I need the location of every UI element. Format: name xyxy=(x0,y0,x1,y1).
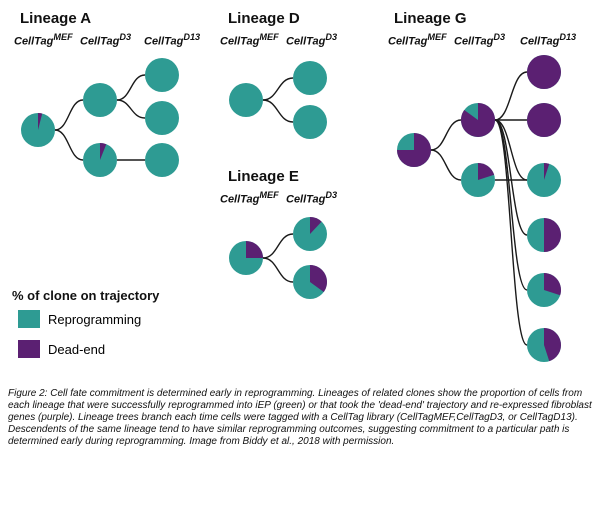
legend-label: Dead-end xyxy=(48,342,105,357)
lineage-node xyxy=(145,58,179,92)
lineage-node xyxy=(527,55,561,89)
lineage-edge xyxy=(431,150,461,180)
lineage-edge xyxy=(495,72,527,120)
column-label: CellTagD3 xyxy=(286,32,337,48)
column-label-text: CellTag xyxy=(286,194,325,206)
column-label-text: CellTag xyxy=(388,36,427,48)
lineage-node xyxy=(229,83,263,117)
lineage-edge xyxy=(117,100,145,118)
lineage-edge xyxy=(263,234,293,258)
lineage-node xyxy=(527,328,561,362)
column-label-sup: D13 xyxy=(183,32,200,42)
lineage-edge xyxy=(495,120,527,180)
figure-canvas: { "colors": { "reprogramming": "#2e9b93"… xyxy=(0,0,600,507)
column-label: CellTagMEF xyxy=(388,32,447,48)
column-label-text: CellTag xyxy=(220,194,259,206)
column-label-sup: MEF xyxy=(259,190,278,200)
column-label: CellTagMEF xyxy=(14,32,73,48)
lineage-node xyxy=(293,217,327,251)
lineage-node xyxy=(21,113,55,147)
column-label-sup: D3 xyxy=(325,32,337,42)
lineage-node xyxy=(461,163,495,197)
column-label: CellTagD3 xyxy=(454,32,505,48)
lineage-edge xyxy=(55,100,83,130)
lineage-node xyxy=(461,103,495,137)
column-label-sup: MEF xyxy=(53,32,72,42)
lineage-title: Lineage G xyxy=(394,10,467,27)
lineage-edge xyxy=(263,258,293,282)
lineage-edge xyxy=(431,120,461,150)
legend-title: % of clone on trajectory xyxy=(12,288,159,303)
legend-swatch xyxy=(18,340,40,358)
lineage-node xyxy=(293,265,327,299)
lineage-node xyxy=(397,133,431,167)
column-label-text: CellTag xyxy=(520,36,559,48)
column-label-sup: MEF xyxy=(259,32,278,42)
column-label-sup: MEF xyxy=(427,32,446,42)
lineage-edge xyxy=(495,120,527,235)
lineage-edge xyxy=(495,120,527,345)
column-label: CellTagMEF xyxy=(220,190,279,206)
column-label: CellTagMEF xyxy=(220,32,279,48)
lineage-node xyxy=(527,218,561,252)
column-label-sup: D3 xyxy=(325,190,337,200)
lineage-edge xyxy=(263,100,293,122)
lineage-edge xyxy=(55,130,83,160)
legend-item: Dead-end xyxy=(18,340,105,358)
column-label: CellTagD3 xyxy=(286,190,337,206)
legend-swatch xyxy=(18,310,40,328)
lineage-node xyxy=(145,101,179,135)
legend-item: Reprogramming xyxy=(18,310,141,328)
column-label-text: CellTag xyxy=(220,36,259,48)
column-label-text: CellTag xyxy=(14,36,53,48)
figure-caption: Figure 2: Cell fate commitment is determ… xyxy=(8,388,592,448)
lineage-node xyxy=(527,163,561,197)
lineage-node xyxy=(229,241,263,275)
column-label: CellTagD13 xyxy=(520,32,576,48)
lineage-node xyxy=(293,61,327,95)
column-label-sup: D13 xyxy=(559,32,576,42)
column-label: CellTagD3 xyxy=(80,32,131,48)
lineage-node xyxy=(293,105,327,139)
column-label: CellTagD13 xyxy=(144,32,200,48)
lineage-node xyxy=(83,143,117,177)
lineage-edge xyxy=(117,75,145,100)
column-label-text: CellTag xyxy=(454,36,493,48)
lineage-node xyxy=(527,273,561,307)
column-label-text: CellTag xyxy=(80,36,119,48)
column-label-sup: D3 xyxy=(119,32,131,42)
lineage-title: Lineage E xyxy=(228,168,299,185)
column-label-text: CellTag xyxy=(144,36,183,48)
lineage-title: Lineage A xyxy=(20,10,91,27)
column-label-text: CellTag xyxy=(286,36,325,48)
lineage-edge xyxy=(495,120,527,290)
lineage-node xyxy=(83,83,117,117)
lineage-node xyxy=(145,143,179,177)
legend-label: Reprogramming xyxy=(48,312,141,327)
lineage-title: Lineage D xyxy=(228,10,300,27)
lineage-edge xyxy=(263,78,293,100)
lineage-node xyxy=(527,103,561,137)
column-label-sup: D3 xyxy=(493,32,505,42)
